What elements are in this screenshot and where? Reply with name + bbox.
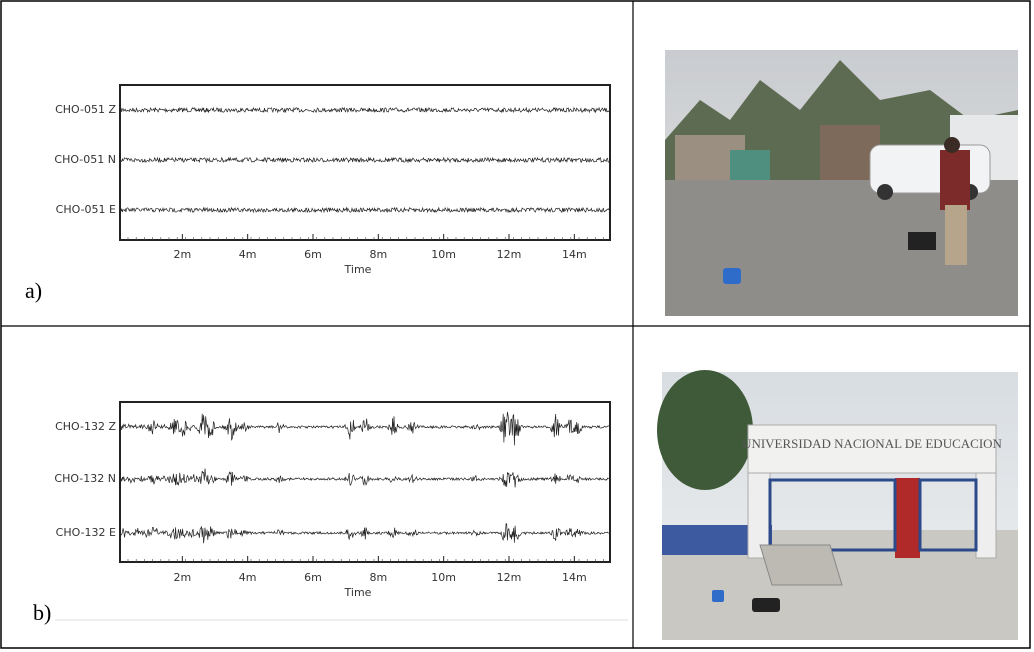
trace-label: CHO-132 N (54, 472, 116, 485)
svg-text:UNIVERSIDAD NACIONAL DE EDUCAC: UNIVERSIDAD NACIONAL DE EDUCACION (742, 436, 1002, 451)
x-tick-label: 10m (431, 248, 456, 261)
panel-label: b) (33, 600, 51, 625)
seismic-trace (120, 411, 610, 446)
x-tick-label: 2m (173, 571, 191, 584)
trace-label: CHO-051 Z (55, 103, 116, 116)
x-tick-label: 4m (239, 248, 257, 261)
x-tick-label: 6m (304, 248, 322, 261)
x-tick-label: 12m (497, 571, 522, 584)
x-tick-label: 8m (369, 571, 387, 584)
seismic-trace (120, 106, 610, 114)
x-tick-label: 6m (304, 571, 322, 584)
plot-frame (119, 401, 611, 563)
x-axis-label: Time (344, 586, 372, 599)
trace-label: CHO-132 Z (55, 420, 116, 433)
seismic-trace (120, 206, 610, 214)
photo-a (665, 50, 1018, 316)
plot-frame (119, 84, 611, 241)
x-tick-label: 12m (497, 248, 522, 261)
trace-label: CHO-132 E (56, 526, 116, 539)
x-tick-label: 4m (239, 571, 257, 584)
x-tick-label: 10m (431, 571, 456, 584)
photo-b: UNIVERSIDAD NACIONAL DE EDUCACION (657, 370, 1018, 640)
seismic-trace (120, 156, 609, 164)
x-tick-label: 8m (369, 248, 387, 261)
x-tick-label: 2m (173, 248, 191, 261)
trace-label: CHO-051 N (54, 153, 116, 166)
x-axis-label: Time (344, 263, 372, 276)
seismic-trace (120, 468, 610, 488)
seismic-trace (120, 523, 609, 544)
trace-label: CHO-051 E (56, 203, 116, 216)
x-tick-label: 14m (562, 248, 587, 261)
panel-label: a) (25, 278, 42, 303)
x-tick-label: 14m (562, 571, 587, 584)
